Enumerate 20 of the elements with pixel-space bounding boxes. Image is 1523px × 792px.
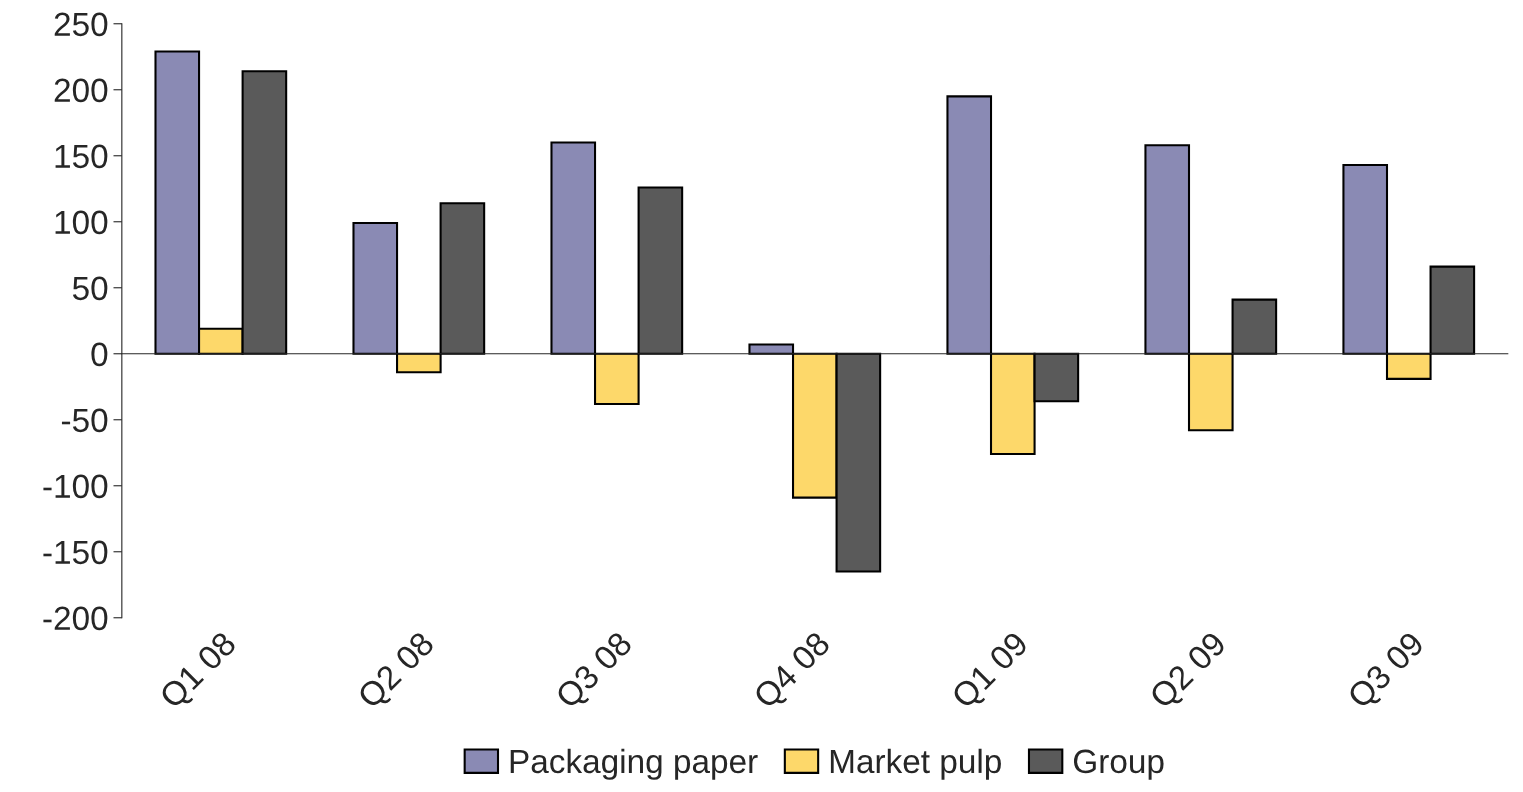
legend-label: Group: [1073, 749, 1164, 780]
y-tick-label: -100: [43, 474, 108, 499]
x-tick-label: Q3 08: [554, 630, 638, 714]
x-tick-label: Q1 09: [950, 630, 1034, 714]
y-tick-label: -200: [43, 606, 108, 631]
y-tick-label: 250: [54, 12, 108, 37]
y-tick-label: -50: [61, 408, 108, 433]
x-tick-label: Q1 08: [158, 630, 242, 714]
y-tick-label: -150: [43, 540, 108, 565]
y-tick-label: 50: [72, 276, 108, 301]
x-tick-label: Q4 08: [752, 630, 836, 714]
legend-label: Market pulp: [830, 748, 1001, 780]
x-tick-label: Q3 09: [1346, 630, 1430, 714]
y-tick-label: 150: [55, 144, 108, 169]
y-tick-label: 100: [55, 210, 108, 235]
y-tick-label: 200: [54, 78, 108, 103]
y-tick-label: 0: [91, 342, 108, 367]
x-tick-label: Q2 09: [1148, 630, 1232, 714]
x-tick-label: Q2 08: [356, 630, 440, 714]
legend-label: Packaging paper: [510, 748, 758, 780]
